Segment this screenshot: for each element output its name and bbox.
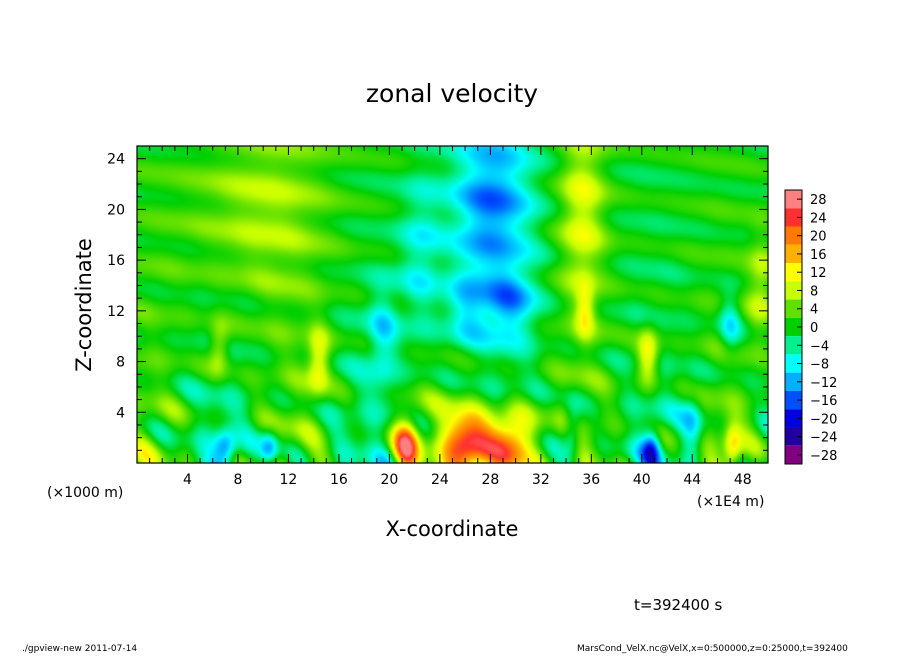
colorbar-swatch xyxy=(785,263,802,282)
y-tick-label: 4 xyxy=(116,405,125,421)
colorbar-swatch xyxy=(785,409,802,428)
y-axis-label: Z-coordinate xyxy=(72,238,96,372)
colorbar: 28 24 20 16 12 8 4 0 −4 −8 −12 −16 −20 −24 −28 xyxy=(784,189,837,465)
colorbar-swatch xyxy=(785,226,802,245)
colorbar-label: −16 xyxy=(810,394,837,409)
colorbar-swatch xyxy=(785,390,802,410)
x-axis-label: X-coordinate xyxy=(386,517,519,541)
colorbar-swatch xyxy=(785,317,802,337)
footer-left: ./gpview-new 2011-07-14 xyxy=(22,644,137,654)
x-tick-label: 40 xyxy=(633,472,651,488)
x-tick-label: 20 xyxy=(380,472,398,488)
colorbar-label: 12 xyxy=(810,266,827,281)
y-tick-label: 24 xyxy=(107,152,125,168)
x-tick-label: 28 xyxy=(481,472,499,488)
y-tick-label: 20 xyxy=(107,202,125,218)
colorbar-swatch xyxy=(785,299,802,318)
x-tick-label: 48 xyxy=(734,472,752,488)
time-label: t=392400 s xyxy=(634,596,722,614)
x-tick-label: 32 xyxy=(532,472,550,488)
colorbar-label: 16 xyxy=(810,248,827,263)
colorbar-swatch xyxy=(785,336,802,355)
x-tick-label: 44 xyxy=(683,472,701,488)
colorbar-swatch xyxy=(785,372,802,391)
colorbar-swatch xyxy=(785,445,802,464)
colorbar-swatch xyxy=(785,281,802,300)
x-tick-label: 16 xyxy=(330,472,348,488)
colorbar-label: 28 xyxy=(810,193,827,208)
x-tick-label: 8 xyxy=(233,472,242,488)
colorbar-label: 8 xyxy=(810,284,818,299)
colorbar-label: −8 xyxy=(810,358,829,373)
heatmap-field xyxy=(137,146,768,463)
y-tick-label: 8 xyxy=(116,355,125,371)
x-tick-label: 4 xyxy=(183,472,192,488)
colorbar-label: 4 xyxy=(810,303,818,318)
colorbar-label: −4 xyxy=(810,339,829,354)
y-axis-ticks: 4 8 12 16 20 24 xyxy=(107,152,768,451)
x-axis-scale-note: (×1E4 m) xyxy=(697,494,764,510)
y-tick-label: 16 xyxy=(107,253,125,269)
colorbar-swatch xyxy=(785,427,802,446)
footer-right: MarsCond_VelX.nc@VelX,x=0:500000,z=0:250… xyxy=(577,644,848,654)
x-axis-unit: (×1000 m) xyxy=(47,485,123,501)
y-tick-label: 12 xyxy=(107,304,125,320)
x-axis-ticks: 4 8 12 16 20 24 28 32 36 40 44 48 xyxy=(149,146,756,488)
colorbar-label: 24 xyxy=(810,211,827,226)
colorbar-label: −28 xyxy=(810,449,837,464)
colorbar-label: −12 xyxy=(810,376,837,391)
x-tick-label: 12 xyxy=(280,472,298,488)
chart-title: zonal velocity xyxy=(366,79,538,108)
x-tick-label: 36 xyxy=(582,472,600,488)
colorbar-label: 20 xyxy=(810,230,827,245)
colorbar-swatch xyxy=(785,208,802,227)
colorbar-label: −20 xyxy=(810,412,837,427)
colorbar-swatch xyxy=(785,190,802,209)
colorbar-swatch xyxy=(785,354,802,373)
colorbar-swatch xyxy=(785,244,802,264)
colorbar-label: 0 xyxy=(810,321,818,336)
colorbar-label: −24 xyxy=(810,431,837,446)
x-tick-label: 24 xyxy=(431,472,449,488)
